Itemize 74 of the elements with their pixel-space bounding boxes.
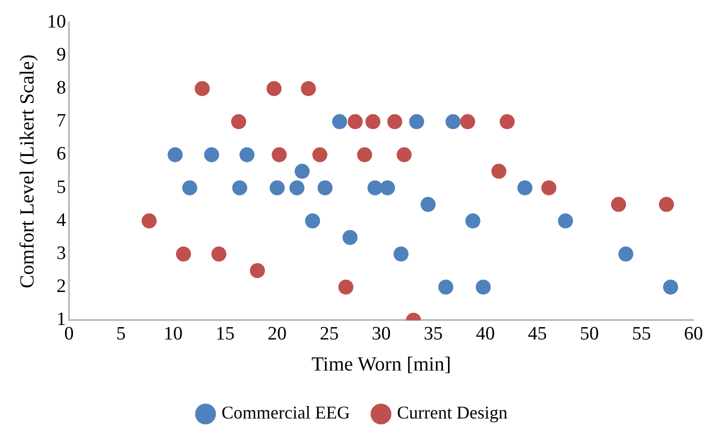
y-tick-label: 4 bbox=[56, 210, 66, 231]
point bbox=[312, 147, 328, 162]
point bbox=[558, 213, 573, 228]
point bbox=[438, 280, 454, 295]
point bbox=[491, 164, 506, 179]
point bbox=[409, 114, 424, 130]
point bbox=[342, 230, 358, 245]
point bbox=[420, 196, 436, 212]
x-tick-label: 0 bbox=[64, 324, 74, 345]
y-tick-label: 2 bbox=[56, 276, 66, 298]
point bbox=[231, 114, 246, 130]
point bbox=[618, 246, 634, 262]
point bbox=[368, 180, 383, 196]
point bbox=[357, 147, 372, 162]
point bbox=[338, 280, 354, 295]
point bbox=[176, 246, 191, 262]
y-tick-label: 9 bbox=[56, 44, 66, 66]
x-tick-label: 60 bbox=[684, 324, 703, 345]
point bbox=[387, 114, 402, 130]
point bbox=[396, 147, 412, 162]
point bbox=[348, 114, 363, 130]
x-tick-label: 55 bbox=[632, 324, 651, 345]
point bbox=[318, 180, 333, 196]
point bbox=[365, 114, 380, 130]
point bbox=[460, 114, 476, 130]
y-tick-label: 5 bbox=[56, 176, 66, 198]
point bbox=[250, 263, 265, 278]
y-tick-label: 10 bbox=[47, 11, 66, 32]
x-tick-label: 50 bbox=[580, 324, 599, 345]
point bbox=[611, 196, 626, 212]
point bbox=[541, 180, 556, 196]
point bbox=[500, 114, 515, 130]
x-tick-label: 10 bbox=[164, 324, 183, 345]
y-tick-label: 1 bbox=[56, 309, 66, 330]
point bbox=[204, 147, 220, 162]
point bbox=[517, 180, 532, 196]
point bbox=[266, 81, 282, 96]
point bbox=[380, 180, 395, 196]
point bbox=[289, 180, 304, 196]
point bbox=[232, 180, 248, 196]
y-tick-label: 7 bbox=[56, 110, 66, 132]
y-tick-label: 3 bbox=[56, 243, 66, 264]
y-tick-label: 6 bbox=[56, 144, 66, 165]
point bbox=[305, 213, 320, 228]
point bbox=[239, 147, 254, 162]
point bbox=[142, 213, 157, 228]
point bbox=[272, 147, 287, 162]
point bbox=[182, 180, 198, 196]
x-tick-label: 40 bbox=[476, 324, 495, 345]
point bbox=[168, 147, 183, 162]
x-tick-label: 5 bbox=[116, 324, 126, 345]
point bbox=[663, 280, 678, 295]
point bbox=[332, 114, 348, 130]
point bbox=[476, 280, 491, 295]
x-tick-label: 30 bbox=[372, 324, 391, 345]
point bbox=[211, 246, 226, 262]
point bbox=[194, 81, 210, 96]
y-tick-label: 8 bbox=[56, 78, 66, 99]
x-tick-label: 25 bbox=[320, 324, 339, 345]
point bbox=[270, 180, 285, 196]
legend-label: Commercial EEG bbox=[222, 402, 350, 423]
point bbox=[465, 213, 480, 228]
x-tick-label: 45 bbox=[528, 324, 547, 345]
point bbox=[394, 246, 409, 262]
legend-label: Current Design bbox=[396, 402, 508, 423]
x-tick-label: 20 bbox=[268, 324, 287, 345]
point bbox=[658, 196, 674, 212]
x-axis-title: Time Worn [min] bbox=[311, 353, 452, 376]
x-tick-label: 35 bbox=[424, 324, 443, 345]
point bbox=[300, 81, 316, 96]
point bbox=[446, 114, 461, 130]
x-tick-label: 15 bbox=[216, 324, 235, 345]
y-axis-title: Comfort Level (Likert Scale) bbox=[16, 54, 38, 288]
point bbox=[294, 164, 310, 179]
